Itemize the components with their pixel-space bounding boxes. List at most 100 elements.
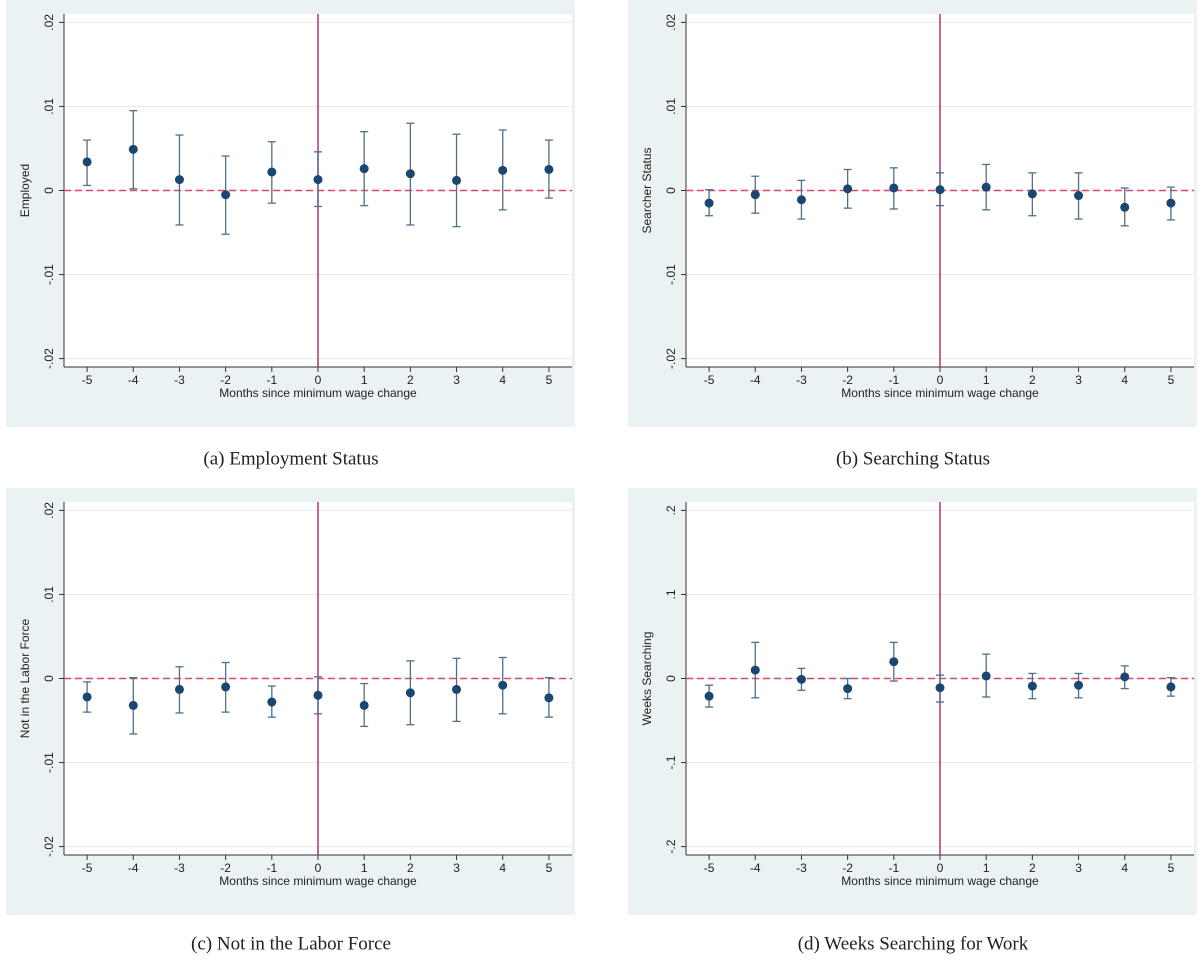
x-tick-label: 0	[937, 861, 944, 875]
point-estimate	[544, 693, 554, 703]
x-tick-label: -3	[174, 373, 185, 387]
caption: (c) Not in the Labor Force	[191, 933, 391, 954]
point-estimate	[452, 684, 462, 694]
x-tick-label: 5	[546, 373, 553, 387]
x-tick-label: 1	[361, 373, 368, 387]
x-tick-label: 2	[1029, 861, 1036, 875]
y-axis-title: Employed	[18, 164, 32, 217]
x-tick-label: -4	[128, 861, 139, 875]
x-tick-label: 3	[453, 373, 460, 387]
x-tick-label: -5	[82, 373, 93, 387]
point-estimate	[359, 700, 369, 710]
y-tick-label: .02	[664, 14, 678, 31]
point-estimate	[704, 198, 714, 208]
y-axis-title: Weeks Searching	[640, 632, 654, 726]
y-tick-label: 0	[42, 187, 56, 194]
x-tick-label: -1	[888, 861, 899, 875]
point-estimate	[750, 190, 760, 200]
point-estimate	[359, 164, 369, 174]
point-estimate	[1166, 198, 1176, 208]
y-tick-label: .1	[664, 589, 678, 599]
point-estimate	[313, 175, 323, 185]
point-estimate	[1027, 681, 1037, 691]
x-tick-label: 1	[983, 373, 990, 387]
point-estimate	[1074, 680, 1084, 690]
x-tick-label: -2	[842, 861, 853, 875]
point-estimate	[935, 185, 945, 195]
point-estimate	[981, 671, 991, 681]
x-axis-title: Months since minimum wage change	[841, 874, 1039, 888]
x-tick-label: 0	[315, 861, 322, 875]
x-axis-title: Months since minimum wage change	[841, 386, 1039, 400]
point-estimate	[82, 157, 92, 167]
x-tick-label: -5	[704, 861, 715, 875]
x-tick-label: 4	[1121, 861, 1128, 875]
y-tick-label: .02	[42, 502, 56, 519]
point-estimate	[544, 164, 554, 174]
y-tick-label: -.02	[42, 836, 56, 857]
x-tick-label: 3	[1075, 373, 1082, 387]
caption: (a) Employment Status	[203, 448, 378, 469]
point-estimate	[498, 680, 508, 690]
point-estimate	[981, 182, 991, 192]
x-tick-label: -1	[266, 373, 277, 387]
y-tick-label: 0	[664, 675, 678, 682]
x-tick-label: -5	[82, 861, 93, 875]
point-estimate	[82, 692, 92, 702]
point-estimate	[1120, 202, 1130, 212]
x-tick-label: 1	[983, 861, 990, 875]
point-estimate	[1027, 189, 1037, 199]
y-tick-label: 0	[664, 187, 678, 194]
point-estimate	[935, 683, 945, 693]
x-tick-label: 2	[1029, 373, 1036, 387]
x-tick-label: 1	[361, 861, 368, 875]
x-tick-label: 4	[499, 373, 506, 387]
point-estimate	[889, 657, 899, 667]
y-tick-label: -.02	[664, 348, 678, 369]
x-tick-label: -4	[750, 373, 761, 387]
point-estimate	[128, 144, 138, 154]
x-tick-label: 5	[546, 861, 553, 875]
x-tick-label: 2	[407, 373, 414, 387]
x-tick-label: 3	[453, 861, 460, 875]
point-estimate	[174, 684, 184, 694]
x-tick-label: -1	[266, 861, 277, 875]
x-tick-label: 4	[1121, 373, 1128, 387]
y-tick-label: .01	[42, 586, 56, 603]
y-axis-title: Searcher Status	[640, 147, 654, 233]
x-tick-label: -4	[128, 373, 139, 387]
x-tick-label: 4	[499, 861, 506, 875]
x-tick-label: -3	[174, 861, 185, 875]
y-tick-label: -.01	[42, 264, 56, 285]
x-tick-label: -2	[220, 861, 231, 875]
point-estimate	[221, 190, 231, 200]
point-estimate	[843, 184, 853, 194]
y-tick-label: .2	[664, 505, 678, 515]
caption: (d) Weeks Searching for Work	[798, 933, 1029, 954]
x-tick-label: -4	[750, 861, 761, 875]
x-tick-label: 3	[1075, 861, 1082, 875]
x-tick-label: 0	[315, 373, 322, 387]
point-estimate	[267, 697, 277, 707]
y-tick-label: -.02	[42, 348, 56, 369]
x-tick-label: 0	[937, 373, 944, 387]
point-estimate	[1120, 672, 1130, 682]
point-estimate	[452, 175, 462, 185]
y-tick-label: .02	[42, 14, 56, 31]
point-estimate	[704, 691, 714, 701]
point-estimate	[1166, 682, 1176, 692]
y-tick-label: -.01	[664, 264, 678, 285]
x-tick-label: -3	[796, 861, 807, 875]
caption: (b) Searching Status	[836, 448, 990, 469]
y-tick-label: -.01	[42, 752, 56, 773]
point-estimate	[889, 183, 899, 193]
x-tick-label: 5	[1168, 373, 1175, 387]
x-tick-label: -1	[888, 373, 899, 387]
x-axis-title: Months since minimum wage change	[219, 874, 417, 888]
y-tick-label: .01	[664, 98, 678, 115]
point-estimate	[221, 682, 231, 692]
point-estimate	[750, 665, 760, 675]
x-tick-label: 2	[407, 861, 414, 875]
point-estimate	[313, 690, 323, 700]
